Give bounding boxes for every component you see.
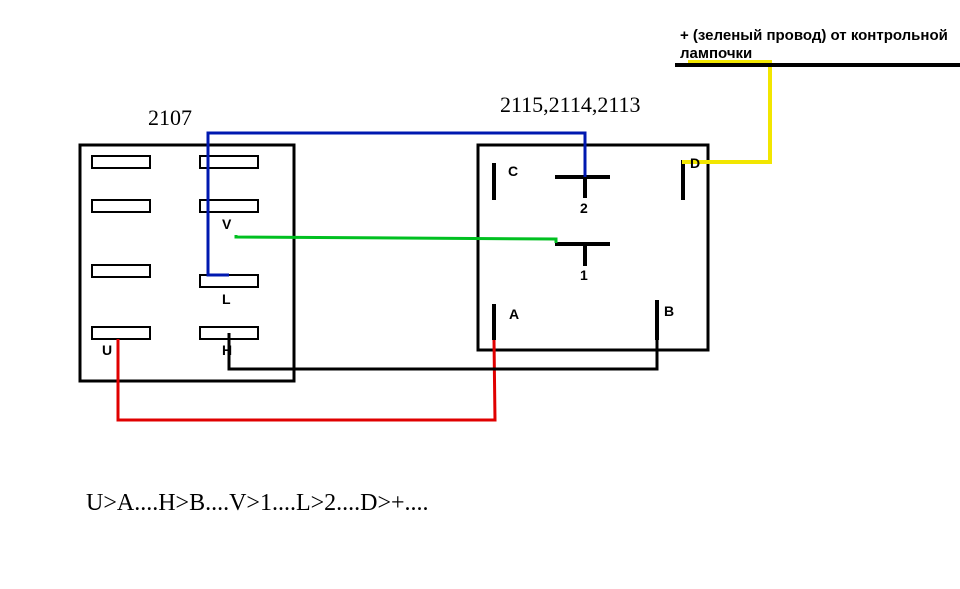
top-note-line1: + (зеленый провод) от контрольной: [680, 27, 948, 44]
wire-green: [236, 235, 556, 243]
label-right-two: 2: [580, 200, 588, 216]
right-block-pins: [494, 160, 683, 340]
top-note-line2: лампочки: [680, 45, 752, 62]
left-pin-1: [92, 200, 150, 212]
wire-yellow: [682, 62, 770, 162]
title-left: 2107: [148, 105, 192, 130]
left-pin-2: [92, 265, 150, 277]
label-right-C: C: [508, 163, 518, 179]
bottom-mapping-text: U>A....H>B....V>1....L>2....D>+....: [86, 490, 429, 516]
label-right-B: B: [664, 303, 674, 319]
label-right-A: A: [509, 306, 519, 322]
left-pin-6: [200, 275, 258, 287]
pin-labels-group: U V L H C D A B 2 1: [102, 155, 700, 358]
wires-group: [118, 62, 770, 420]
label-right-one: 1: [580, 267, 588, 283]
title-right: 2115,2114,2113: [500, 92, 641, 117]
label-left-L: L: [222, 291, 231, 307]
left-pin-0: [92, 156, 150, 168]
label-left-U: U: [102, 342, 112, 358]
left-pin-3: [92, 327, 150, 339]
wiring-diagram: 2107 2115,2114,2113 + (зеленый провод) о…: [0, 0, 960, 589]
label-left-V: V: [222, 216, 232, 232]
wire-blue: [208, 133, 585, 275]
left-block-pins: [92, 156, 258, 339]
label-left-H: H: [222, 342, 232, 358]
label-right-D: D: [690, 155, 700, 171]
